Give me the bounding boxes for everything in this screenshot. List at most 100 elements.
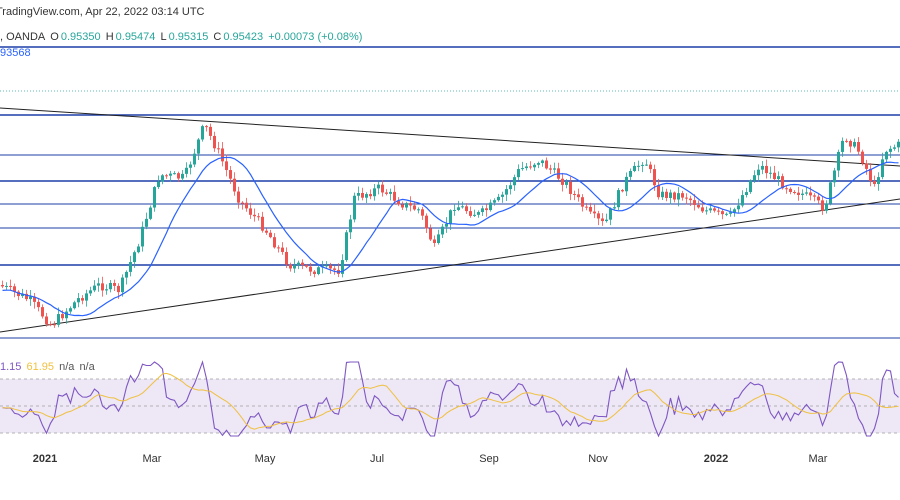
candle-body xyxy=(657,185,660,198)
candle-body xyxy=(217,148,220,150)
candle-body xyxy=(637,165,640,167)
candle-body xyxy=(521,168,524,170)
candle-body xyxy=(105,289,108,291)
candle-body xyxy=(301,262,304,266)
x-axis-label: Sep xyxy=(479,453,499,465)
candle-body xyxy=(825,203,828,211)
candle-body xyxy=(753,175,756,181)
candle-body xyxy=(393,191,396,201)
candle-body xyxy=(841,140,844,152)
candle-body xyxy=(793,191,796,193)
candle-body xyxy=(681,193,684,198)
candle-body xyxy=(133,252,136,263)
candle-body xyxy=(545,160,548,169)
open-value: 0.95350 xyxy=(60,31,101,43)
candle-body xyxy=(481,208,484,213)
candle-body xyxy=(65,311,68,319)
candle-body xyxy=(625,176,628,192)
trend-lines xyxy=(0,107,900,333)
candle-body xyxy=(489,202,492,211)
candle-body xyxy=(293,265,296,269)
moving-average-line xyxy=(2,156,899,317)
candle-body xyxy=(881,159,884,178)
candle-body xyxy=(1,285,4,287)
candle-body xyxy=(453,209,456,211)
candle-body xyxy=(305,265,308,267)
candle-body xyxy=(645,164,648,166)
candle-body xyxy=(773,172,776,180)
candle-body xyxy=(493,200,496,203)
candle-body xyxy=(397,200,400,205)
change-value: +0.00073 (+0.08%) xyxy=(268,31,363,43)
candle-body xyxy=(81,298,84,301)
candle-body xyxy=(201,126,204,140)
candle-body xyxy=(77,298,80,303)
candle-body xyxy=(425,215,428,229)
candle-body xyxy=(405,203,408,208)
candle-body xyxy=(257,216,260,218)
rsi-ma-line xyxy=(2,372,899,430)
candle-body xyxy=(341,260,344,274)
candle-body xyxy=(457,207,460,210)
candle-body xyxy=(13,286,16,292)
candle-body xyxy=(553,168,556,170)
candle-body xyxy=(29,296,32,300)
candle-body xyxy=(225,161,228,171)
candle-body xyxy=(633,165,636,171)
candles xyxy=(1,123,900,328)
candle-body xyxy=(685,197,688,199)
candle-body xyxy=(413,205,416,210)
rsi-legend: 1.15 61.95 n/a n/a xyxy=(0,361,97,373)
candle-body xyxy=(289,264,292,269)
candle-body xyxy=(237,191,240,203)
candle-body xyxy=(357,192,360,196)
candle-body xyxy=(313,271,316,275)
rsi-line xyxy=(2,360,899,438)
candle-body xyxy=(349,219,352,233)
candle-body xyxy=(329,265,332,269)
candle-body xyxy=(401,204,404,208)
candle-body xyxy=(417,209,420,211)
candle-body xyxy=(789,188,792,192)
candle-body xyxy=(761,165,764,170)
broker-label: , OANDA xyxy=(0,31,46,43)
candle-body xyxy=(541,160,544,164)
candle-body xyxy=(49,324,52,326)
candle-body xyxy=(597,213,600,219)
candle-body xyxy=(533,164,536,168)
rsi-ma-value: 61.95 xyxy=(26,361,55,373)
candle-body xyxy=(33,296,36,302)
candle-body xyxy=(665,191,668,198)
candle-body xyxy=(589,206,592,212)
candle-body xyxy=(733,209,736,213)
candle-body xyxy=(353,195,356,220)
candle-body xyxy=(441,226,444,235)
candle-body xyxy=(713,208,716,211)
candle-body xyxy=(757,169,760,176)
candle-body xyxy=(877,177,880,184)
candle-body xyxy=(173,173,176,175)
candle-body xyxy=(797,192,800,195)
candle-body xyxy=(157,181,160,188)
candle-body xyxy=(605,219,608,222)
candle-body xyxy=(317,267,320,275)
rsi-na-1: n/a xyxy=(59,361,75,373)
candle-body xyxy=(345,232,348,261)
candle-body xyxy=(245,202,248,209)
candle-body xyxy=(593,211,596,214)
candle-body xyxy=(93,285,96,291)
rsi-pane xyxy=(0,360,900,438)
candle-body xyxy=(721,211,724,215)
candle-body xyxy=(117,285,120,293)
candle-body xyxy=(497,196,500,201)
candle-body xyxy=(673,192,676,200)
candle-body xyxy=(865,163,868,169)
candle-body xyxy=(233,178,236,192)
candle-body xyxy=(581,197,584,207)
candle-body xyxy=(725,213,728,215)
candle-body xyxy=(477,212,480,215)
x-axis: 2021 Mar May Jul Sep Nov 2022 Mar xyxy=(33,453,828,465)
candle-body xyxy=(669,192,672,198)
ma-legend: 93568 xyxy=(0,47,33,59)
